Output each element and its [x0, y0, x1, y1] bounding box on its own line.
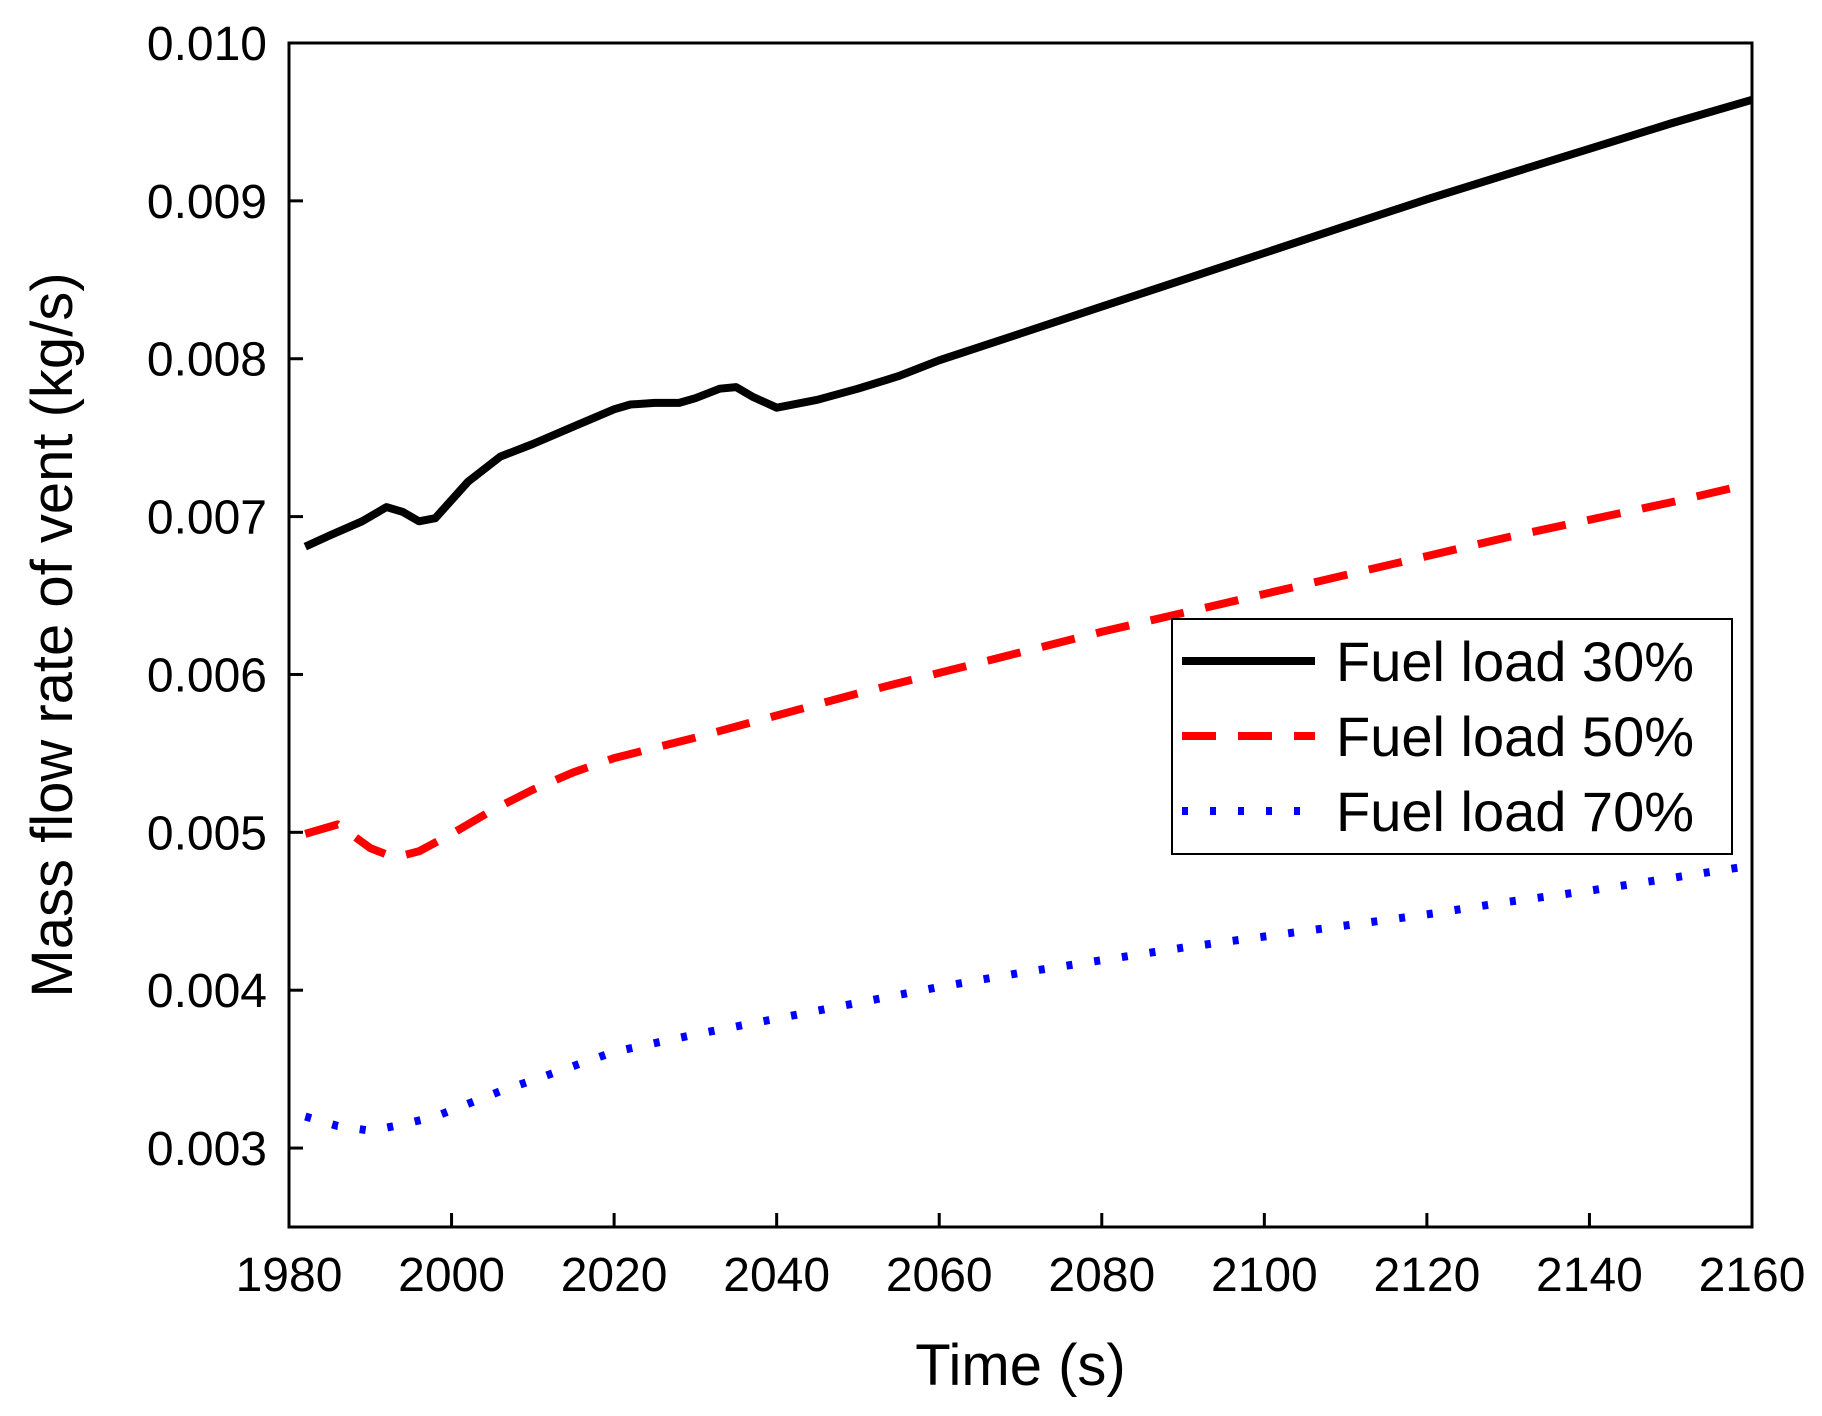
y-tick-label: 0.010 [147, 18, 267, 71]
legend-label-2: Fuel load 50% [1336, 705, 1694, 768]
y-tick-label: 0.005 [147, 807, 267, 860]
x-tick-label: 2020 [561, 1249, 668, 1302]
x-tick-label: 1980 [236, 1249, 343, 1302]
x-tick-label: 2060 [886, 1249, 993, 1302]
axis-layer: 1980 2000 2020 2040 2060 2080 2100 2120 2140 2160… [147, 18, 1806, 1302]
y-tick-label: 0.008 [147, 334, 267, 387]
series-line-2 [304, 479, 1753, 862]
legend: Fuel load 30% Fuel load 50% Fuel load 70% [1171, 618, 1733, 855]
x-tick-label: 2000 [398, 1249, 505, 1302]
x-tick-label: 2120 [1373, 1249, 1480, 1302]
plot-frame [287, 41, 1754, 1229]
x-axis-title: Time (s) [915, 1333, 1125, 1398]
y-tick-label: 0.009 [147, 176, 267, 229]
x-tick-label: 2140 [1536, 1249, 1643, 1302]
x-tick-label: 2080 [1048, 1249, 1155, 1302]
y-tick-label: 0.006 [147, 649, 267, 702]
y-tick-label: 0.004 [147, 965, 267, 1018]
x-tick-label: 2160 [1699, 1249, 1806, 1302]
legend-label-3: Fuel load 70% [1336, 780, 1694, 843]
x-tick-label: 2100 [1211, 1249, 1318, 1302]
y-axis-title: Mass flow rate of vent (kg/s) [20, 272, 85, 997]
series-layer [303, 95, 1754, 1135]
y-tick-label: 0.007 [147, 492, 267, 545]
y-tick-label: 0.003 [147, 1123, 267, 1176]
series-line-3 [304, 861, 1753, 1135]
x-tick-label: 2040 [723, 1249, 830, 1302]
series-line-1 [303, 95, 1754, 551]
legend-label-1: Fuel load 30% [1336, 630, 1694, 693]
